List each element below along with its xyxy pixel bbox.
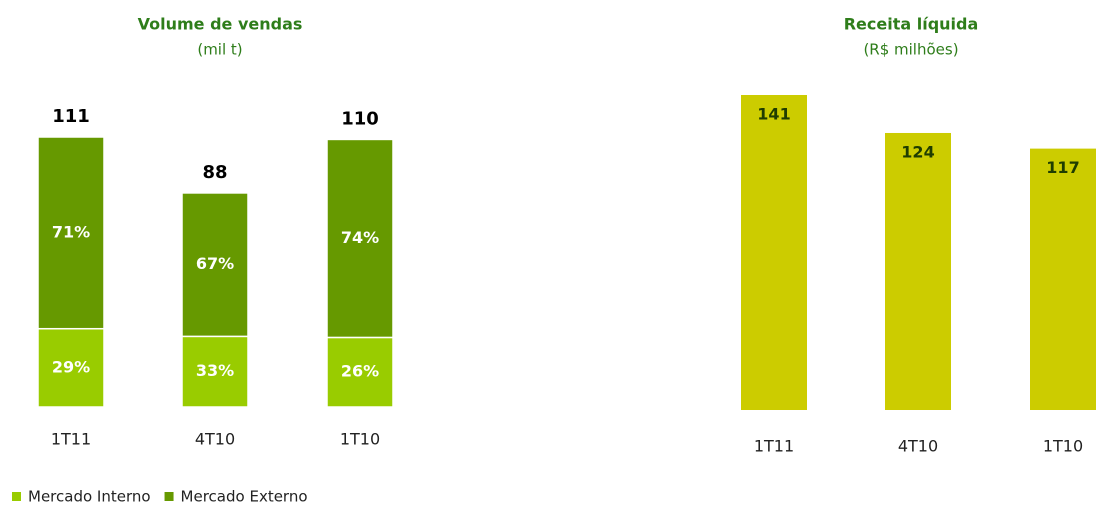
total-label: 88 <box>202 162 227 183</box>
chart-title: Receita líquida <box>844 15 979 34</box>
bar-segment <box>326 138 394 339</box>
legend-label: Mercado Externo <box>181 488 308 506</box>
legend-swatch <box>164 492 174 501</box>
x-tick-label: 1T10 <box>1043 437 1083 456</box>
legend-label: Mercado Interno <box>28 488 151 506</box>
bar <box>741 95 807 410</box>
segment-label: 26% <box>341 362 379 381</box>
total-label: 110 <box>341 108 379 129</box>
value-label: 124 <box>901 142 934 161</box>
bar <box>1030 148 1096 411</box>
bar <box>885 132 951 410</box>
segment-label: 33% <box>196 361 234 380</box>
legend-swatch <box>12 492 21 501</box>
chart-title: Volume de vendas <box>138 15 303 34</box>
x-tick-label: 1T11 <box>51 430 91 449</box>
segment-label: 71% <box>52 222 90 241</box>
value-label: 117 <box>1046 158 1079 177</box>
bar-segment <box>37 327 105 408</box>
segment-label: 67% <box>196 254 234 273</box>
bar-segment <box>181 192 249 338</box>
x-tick-label: 1T11 <box>754 437 794 456</box>
x-tick-label: 1T10 <box>340 430 380 449</box>
x-tick-label: 4T10 <box>195 430 235 449</box>
segment-label: 29% <box>52 357 90 376</box>
value-label: 141 <box>757 105 790 124</box>
chart-subtitle: (R$ milhões) <box>863 41 958 59</box>
bar-segment <box>37 136 105 330</box>
bar-segment <box>326 336 394 408</box>
chart-subtitle: (mil t) <box>197 41 242 59</box>
total-label: 111 <box>52 106 90 127</box>
segment-label: 74% <box>341 228 379 247</box>
x-tick-label: 4T10 <box>898 437 938 456</box>
